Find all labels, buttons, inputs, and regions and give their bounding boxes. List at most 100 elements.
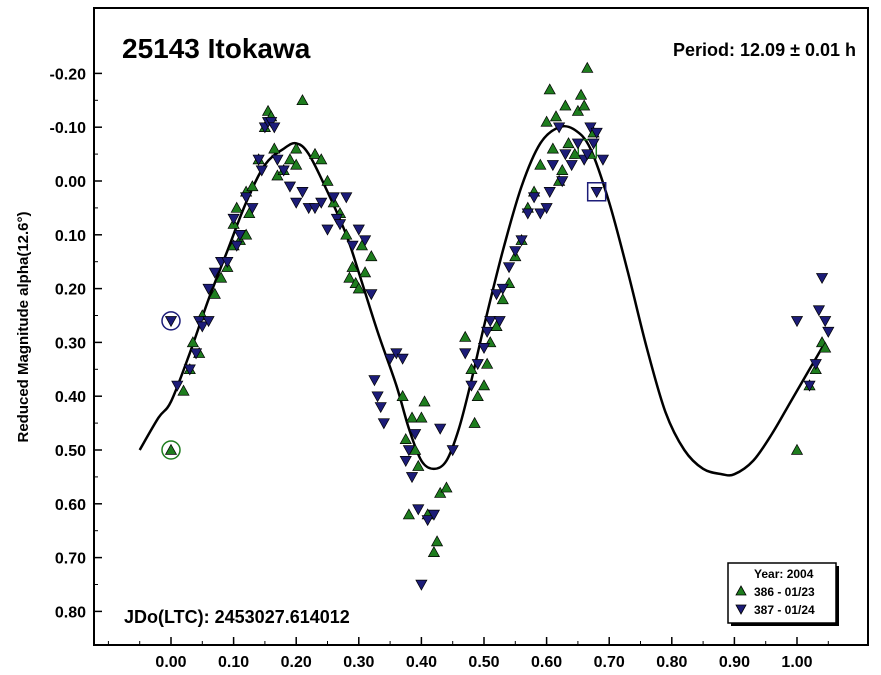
point-386	[459, 330, 472, 342]
point-387	[399, 456, 412, 467]
point-387	[509, 246, 522, 258]
point-387	[571, 138, 584, 150]
point-386	[246, 180, 259, 192]
point-387	[315, 197, 328, 209]
point-387	[534, 208, 547, 220]
point-386	[296, 94, 309, 106]
point-386	[352, 282, 365, 294]
point-386	[343, 271, 356, 283]
point-387	[477, 343, 491, 355]
point-387	[268, 122, 281, 134]
point-386	[540, 115, 553, 127]
x-tick-label: 0.00	[155, 654, 186, 671]
legend-marker-387	[735, 604, 747, 615]
point-386	[568, 147, 581, 159]
point-387	[596, 154, 610, 166]
point-387	[481, 326, 494, 338]
point-386	[315, 153, 328, 165]
point-386	[415, 411, 428, 423]
point-387	[384, 353, 397, 365]
highlight-circle-387	[161, 311, 181, 331]
x-tick-label: 0.80	[656, 654, 687, 671]
point-387	[471, 359, 484, 371]
point-387	[490, 289, 503, 301]
plot-frame	[93, 7, 869, 646]
highlight-circle-386	[161, 440, 181, 460]
point-386	[578, 99, 591, 111]
point-387	[252, 154, 265, 166]
point-387	[822, 326, 835, 338]
point-387	[465, 380, 478, 392]
highlight-square-387	[586, 182, 607, 202]
point-387	[459, 348, 472, 360]
legend: Year: 2004 386 - 01/23 387 - 01/24	[727, 562, 839, 626]
point-387	[527, 192, 541, 204]
point-387	[233, 230, 246, 242]
x-axis: 0.00 0.10 0.20 0.30 0.40 0.50 0.60 0.70 0.80 0.90…	[107, 637, 829, 671]
y-tick-label: 0.30	[55, 335, 86, 352]
point-387	[368, 375, 381, 387]
point-386	[496, 293, 509, 305]
point-387	[271, 154, 284, 166]
point-387	[230, 240, 243, 252]
point-387	[296, 187, 309, 198]
point-387	[493, 316, 506, 328]
point-387	[240, 192, 253, 204]
point-386	[214, 271, 228, 283]
point-387	[396, 353, 409, 365]
y-axis: -0.20 -0.10 0.00 0.10 0.20 0.30 0.40 0.50 0.60 0.…	[50, 66, 102, 621]
point-387	[377, 418, 390, 430]
point-387	[587, 138, 600, 150]
point-387	[346, 240, 359, 252]
point-387	[202, 316, 215, 328]
point-387	[246, 203, 259, 215]
jd-label: JDo(LTC): 2453027.614012	[124, 607, 350, 627]
point-386	[340, 228, 353, 240]
point-386	[546, 142, 559, 154]
point-386	[559, 99, 572, 111]
x-tick-label: 0.20	[281, 654, 312, 671]
point-387	[183, 364, 196, 376]
point-387	[521, 208, 534, 220]
point-387	[283, 181, 297, 193]
point-387	[290, 197, 303, 209]
y-tick-label: 0.10	[55, 228, 86, 245]
point-387	[484, 316, 497, 328]
x-tick-label: 0.30	[343, 654, 374, 671]
point-387	[803, 380, 816, 392]
point-386	[471, 389, 484, 401]
point-386	[468, 416, 481, 428]
point-387	[496, 283, 509, 295]
point-386	[412, 459, 425, 471]
legend-title: Year: 2004	[754, 567, 814, 581]
point-387	[202, 283, 215, 295]
point-386	[358, 266, 372, 278]
point-387	[540, 203, 553, 215]
y-tick-label: 0.60	[55, 497, 86, 514]
point-387	[390, 348, 403, 360]
point-387	[371, 391, 384, 403]
point-387	[819, 316, 832, 328]
point-387	[405, 472, 419, 484]
point-386	[543, 83, 556, 95]
point-387	[809, 359, 822, 371]
y-tick-label: -0.10	[50, 120, 87, 137]
y-tick-label: -0.20	[50, 66, 87, 83]
point-387	[340, 192, 353, 204]
point-387	[421, 515, 434, 527]
point-387	[790, 316, 804, 328]
point-386	[186, 336, 200, 348]
point-387	[221, 256, 234, 268]
fit-curve-layer	[138, 124, 827, 477]
point-386	[477, 379, 491, 391]
x-tick-label: 0.70	[594, 654, 625, 671]
point-387	[277, 165, 290, 177]
y-tick-label: 0.40	[55, 389, 86, 406]
point-386	[574, 88, 588, 100]
fit-curve	[138, 124, 827, 477]
point-387	[559, 149, 572, 161]
point-387	[164, 316, 178, 328]
x-tick-label: 0.60	[531, 654, 562, 671]
point-387	[543, 187, 556, 198]
point-387	[584, 122, 597, 134]
